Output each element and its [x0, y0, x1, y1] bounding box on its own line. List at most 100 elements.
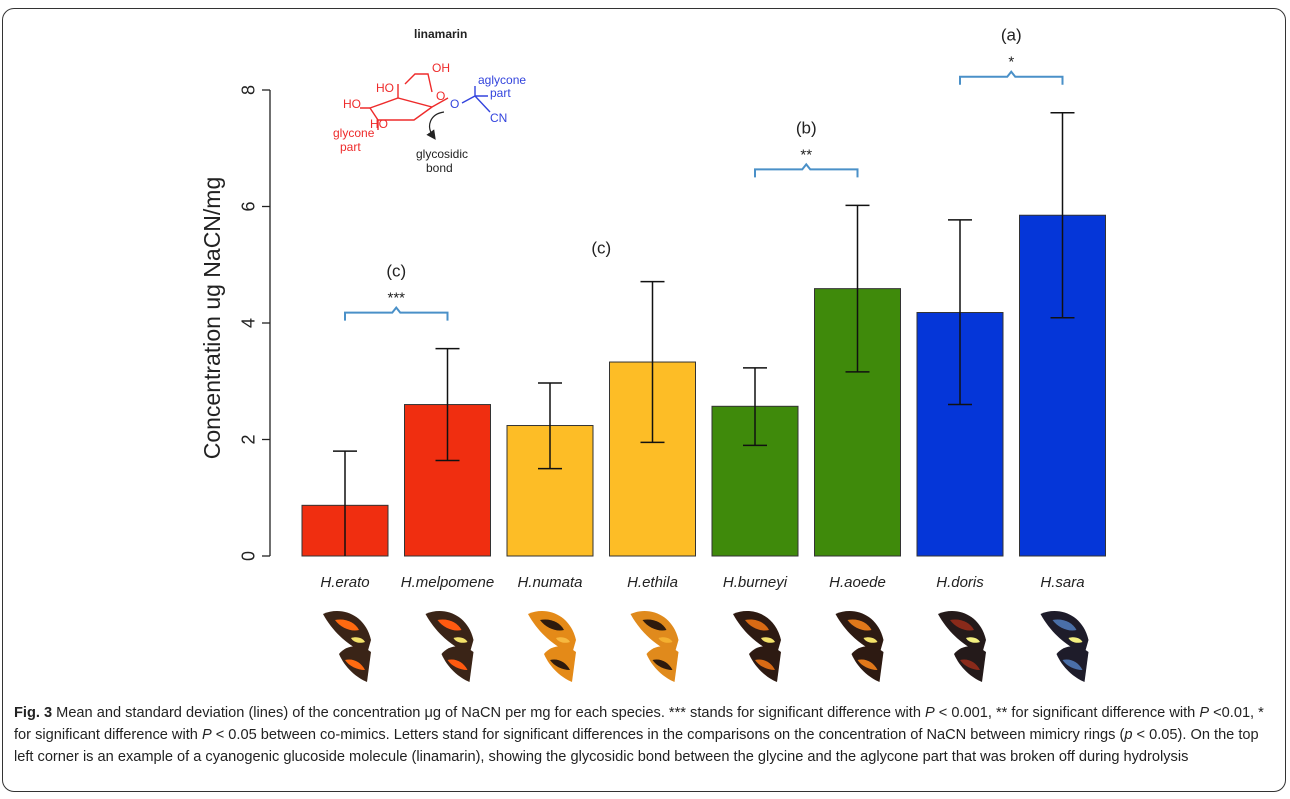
y-tick-label: 8: [238, 85, 258, 95]
butterfly-wing-numata-icon: [528, 611, 576, 682]
butterfly-wing-sara-icon: [1040, 611, 1089, 682]
glycone-ring: [360, 73, 449, 130]
wing-band: [335, 619, 359, 631]
bracket-line: [754, 162, 859, 178]
hindwing-band: [345, 659, 365, 670]
wing-patch: [658, 637, 673, 643]
error-bars: [333, 111, 1075, 556]
significance-stars: ***: [387, 290, 405, 307]
caption-p-2: P: [1199, 705, 1210, 721]
glycone-label-line2: part: [340, 140, 361, 154]
bars: [301, 214, 1106, 557]
wing-band: [437, 619, 462, 631]
wing-patch: [453, 637, 468, 643]
wing-patch: [966, 637, 980, 643]
wing-band: [847, 619, 872, 631]
wing-patch: [351, 637, 365, 643]
glycone-label-line1: glycone: [333, 126, 375, 140]
ho-left-label: HO: [343, 97, 361, 111]
hindwing-band: [755, 659, 775, 670]
wing-patch: [556, 637, 570, 643]
significance-stars: *: [1008, 54, 1014, 71]
y-tick-label: 6: [238, 201, 258, 211]
butterfly-wing-burneyi-icon: [733, 611, 781, 682]
caption-text-1: Mean and standard deviation (lines) of t…: [52, 705, 925, 721]
x-tick-label: H.numata: [517, 574, 582, 591]
bracket-line: [344, 306, 449, 321]
wing-band: [642, 619, 667, 631]
wing-patch: [761, 637, 775, 643]
molecule-title: linamarin: [414, 27, 467, 41]
significance-brackets: *** (c) ** (b) * (a) (c): [344, 26, 1064, 321]
butterfly-wing-melpomene-icon: [425, 611, 474, 682]
bond-label-line1: glycosidic: [416, 147, 468, 161]
hindwing-band: [652, 659, 673, 670]
aglycone-chain: [461, 86, 491, 113]
caption-text-2: < 0.001, ** for significant difference w…: [934, 705, 1200, 721]
x-tick-label: H.doris: [936, 574, 984, 591]
figure-frame: [2, 8, 1286, 792]
hindwing-band: [857, 659, 878, 670]
oh-top-label: OH: [432, 61, 450, 75]
cn-label: CN: [490, 111, 507, 125]
forewing-shape: [323, 611, 371, 654]
x-tick-label: H.ethila: [627, 574, 678, 591]
ho-upper-label: HO: [376, 81, 394, 95]
y-tick-label: 0: [238, 551, 258, 561]
y-tick-label: 2: [238, 434, 258, 444]
hindwing-band: [550, 659, 570, 670]
ring-letter: (b): [796, 118, 817, 137]
butterfly-wing-aoede-icon: [835, 611, 884, 682]
caption-p-3: P: [201, 727, 212, 743]
hindwing-band: [960, 659, 980, 670]
y-axis: 0 2 4 6 8 Concentration ug NaCN/mg: [199, 85, 271, 561]
wing-band: [745, 619, 769, 631]
figure-label: Fig. 3: [14, 705, 53, 721]
forewing-shape: [425, 611, 474, 654]
bracket-line: [959, 70, 1064, 85]
aglycone-label-line1: aglycone: [478, 73, 526, 87]
forewing-shape: [1040, 611, 1089, 654]
caption-p-1: P: [925, 705, 935, 721]
bond-arrow: [426, 111, 445, 140]
forewing-shape: [938, 611, 986, 654]
wing-band: [950, 619, 974, 631]
x-tick-label: H.sara: [1040, 574, 1084, 591]
forewing-shape: [630, 611, 679, 654]
ring-letter: (c): [386, 262, 406, 281]
butterfly-wing-ethila-icon: [630, 611, 679, 682]
caption-text-3: <0.01, * for significant difference with: [14, 705, 1264, 743]
hindwing-band: [447, 659, 468, 670]
butterfly-wing-erato-icon: [323, 611, 371, 682]
x-tick-label: H.erato: [320, 574, 369, 591]
wing-band: [1052, 619, 1077, 631]
forewing-shape: [733, 611, 781, 654]
wing-patch: [863, 637, 878, 643]
hindwing-band: [1062, 659, 1083, 670]
aglycone-label-line2: part: [490, 86, 511, 100]
butterfly-wing-doris-icon: [938, 611, 986, 682]
bond-label-line2: bond: [426, 161, 453, 175]
significance-stars: **: [800, 146, 812, 163]
figure-caption: Fig. 3 Mean and standard deviation (line…: [14, 702, 1276, 768]
bridge-oxygen-label: O: [450, 97, 459, 111]
x-tick-label: H.aoede: [829, 574, 886, 591]
forewing-shape: [528, 611, 576, 654]
ring-letter: (a): [1001, 26, 1022, 45]
wing-band: [540, 619, 564, 631]
x-tick-label: H.melpomene: [401, 574, 494, 591]
y-tick-label: 4: [238, 318, 258, 328]
butterfly-wings: [323, 611, 1089, 682]
x-tick-label: H.burneyi: [723, 574, 788, 591]
ring-oxygen-label: O: [436, 89, 445, 103]
linamarin-molecule: linamarin OH HO HO HO O O CN glycone par…: [333, 27, 526, 175]
wing-patch: [1068, 637, 1083, 643]
caption-text-4: < 0.05 between co-mimics. Letters stand …: [211, 727, 1125, 743]
y-axis-label: Concentration ug NaCN/mg: [199, 177, 225, 460]
caption-text-5: < 0.05). On the top left corner is an ex…: [14, 727, 1259, 765]
x-tick-labels: H.erato H.melpomene H.numata H.ethila H.burn…: [320, 574, 1084, 591]
bar-h-burneyi: [711, 405, 799, 557]
ring-letter: (c): [591, 239, 611, 258]
y-ticks: 0 2 4 6 8: [238, 85, 270, 561]
